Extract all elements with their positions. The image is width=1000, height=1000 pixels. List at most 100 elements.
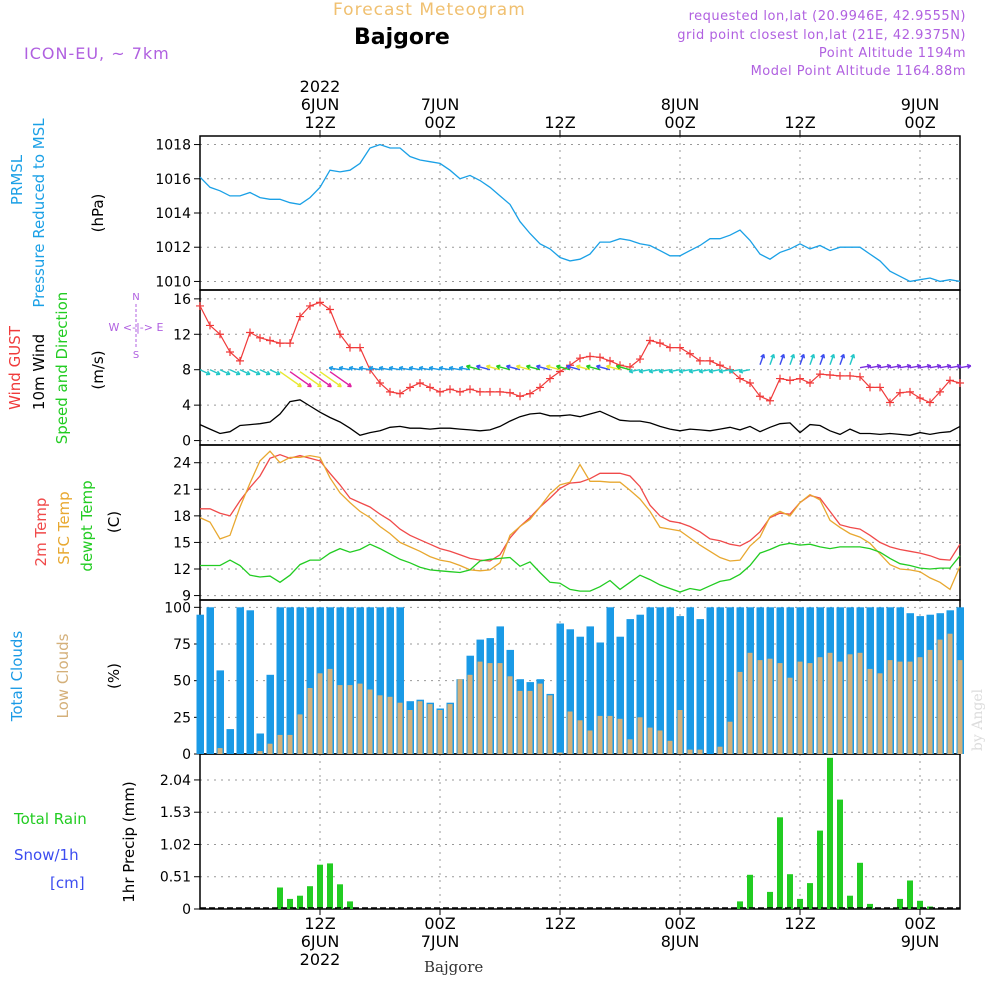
wind-arrow-head [378, 365, 384, 371]
low-cloud-bar [517, 690, 523, 754]
wind-arrow [576, 365, 591, 371]
total-cloud-bar [636, 614, 644, 754]
gust-marker [226, 348, 234, 356]
pressure-label-prmsl: PRMSL [8, 154, 26, 205]
wind-arrow [859, 365, 871, 369]
low-cloud-bar [477, 661, 483, 754]
wind-arrow [679, 369, 691, 373]
gust-marker [716, 361, 724, 370]
wind-arrow-head [615, 364, 621, 370]
wind-arrow-head [428, 365, 434, 371]
wind-arrow [739, 369, 751, 373]
wind-arrow-head [810, 353, 816, 359]
wind-arrow [909, 365, 921, 369]
wind-arrow [329, 371, 352, 388]
low-cloud-bar [667, 740, 673, 754]
bottom-date-label: 6JUN [301, 932, 340, 951]
low-cloud-bar [437, 710, 443, 754]
wind-arrow [616, 365, 631, 371]
gust-marker [396, 389, 404, 398]
wind-unit-label: (m/s) [89, 350, 107, 389]
pressure-unit-label: (hPa) [89, 194, 107, 233]
gust-marker [786, 376, 794, 385]
low-cloud-bar [687, 749, 693, 754]
gust-marker [806, 379, 814, 387]
rain-bar [917, 900, 923, 909]
gust-marker [526, 389, 534, 398]
rain-bar [827, 757, 833, 909]
gust-marker [416, 379, 424, 387]
wind-arrow [659, 369, 671, 373]
wind-arrow [849, 354, 855, 365]
gust-marker [466, 385, 474, 394]
gust-marker [836, 371, 844, 380]
wind-arrow [329, 367, 341, 371]
wind-arrow-head [886, 363, 892, 369]
wind-arrow-head [225, 370, 231, 376]
gust-marker [686, 349, 694, 358]
rain-bar [847, 895, 853, 909]
low-cloud-bar [297, 714, 303, 754]
gust-marker [796, 374, 804, 383]
bottom-hour-label: 00Z [664, 914, 695, 933]
panel-5-frame [199, 753, 961, 910]
low-cloud-bar [307, 688, 313, 754]
low-cloud-bar [947, 633, 953, 754]
gust-marker [826, 371, 834, 380]
wind-arrow [399, 367, 411, 371]
gust-marker [626, 363, 634, 372]
rain-bar [297, 895, 303, 909]
rain-bar [337, 884, 343, 909]
gust-marker [476, 387, 484, 396]
gust-marker [586, 352, 594, 361]
wind-arrow [279, 371, 302, 388]
gust-marker [676, 343, 684, 352]
y-tick-label: 0 [182, 902, 191, 918]
dewpt-line [200, 542, 961, 593]
watermark: by Angel [970, 688, 986, 751]
gust-marker [776, 374, 784, 383]
wind-arrow-head [760, 353, 766, 359]
dewpt-label: dewpt Temp [78, 480, 96, 571]
low-cloud-bar [697, 749, 703, 754]
gust-marker [426, 383, 434, 392]
wind-arrow-head [575, 364, 581, 370]
total-cloud-bar [196, 614, 204, 754]
gust-marker [286, 339, 294, 348]
low-cloud-bar [427, 704, 433, 754]
pressure-line [199, 143, 961, 283]
low-cloud-bar [957, 660, 963, 754]
rain-bar [907, 880, 913, 909]
total-cloud-bar [256, 733, 264, 754]
low-cloud-bar [757, 660, 763, 754]
gust-marker [736, 374, 744, 383]
wind-arrow-head [408, 365, 414, 371]
total-cloud-bar [626, 619, 634, 754]
wind-arrow [759, 354, 765, 365]
wind-arrow [309, 371, 332, 388]
y-tick-label: 18 [173, 509, 191, 525]
gust-marker [316, 298, 324, 307]
wind-arrow-head [327, 382, 332, 388]
total-cloud-bar [556, 623, 564, 754]
gust-marker [546, 374, 554, 383]
rain-bar [857, 862, 863, 909]
wind-arrow [699, 369, 711, 373]
wind-arrow-head [605, 364, 611, 370]
low-cloud-bar [317, 673, 323, 754]
low-cloud-bar [597, 715, 603, 754]
wind-arrow-head [458, 365, 464, 371]
wind-arrow [459, 367, 471, 371]
bottom-date-label: 9JUN [901, 932, 940, 951]
total-cloud-bar [276, 607, 284, 754]
temp-2m-line [200, 454, 961, 562]
wind-arrow [536, 365, 551, 371]
gust-marker [336, 330, 344, 339]
wind-arrow-head [255, 370, 261, 376]
gust-marker [926, 398, 934, 407]
wind-arrow [466, 365, 481, 371]
wind-arrow-head [585, 364, 591, 370]
gust-marker [556, 367, 564, 376]
total-clouds-label: Total Clouds [8, 631, 26, 723]
